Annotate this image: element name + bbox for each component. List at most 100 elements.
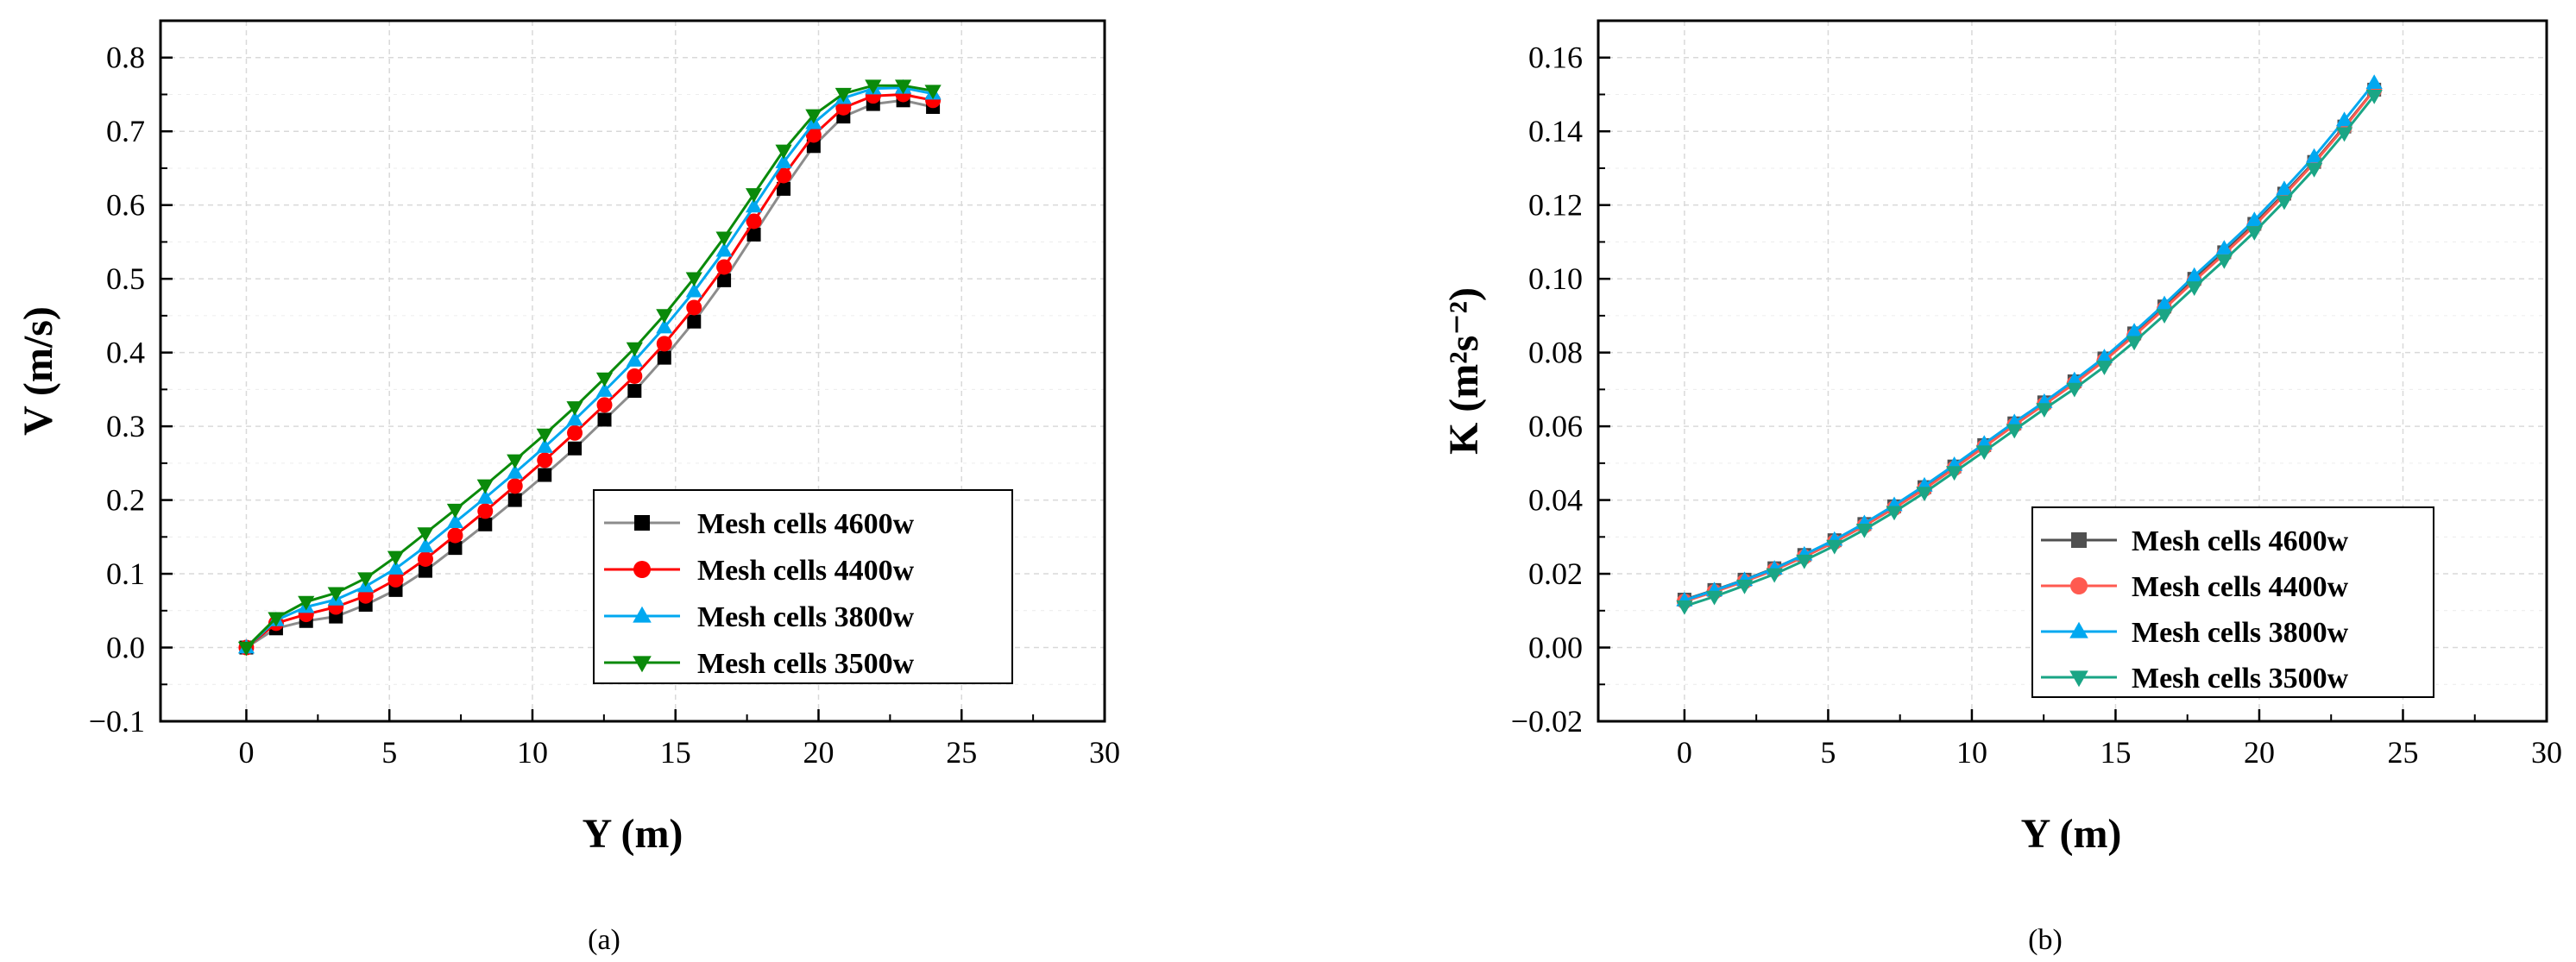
data-point: [746, 213, 762, 229]
data-point: [775, 154, 792, 168]
y-axis-label-a: V (m/s): [16, 306, 61, 436]
data-point: [447, 527, 463, 544]
x-tick-label: 20: [2244, 735, 2275, 770]
x-tick-label: 25: [2387, 735, 2418, 770]
y-tick-label: −0.02: [1511, 704, 1583, 739]
data-point: [656, 309, 673, 324]
data-point: [685, 282, 702, 298]
data-point: [298, 595, 315, 611]
data-point: [686, 299, 702, 316]
data-point: [507, 478, 523, 494]
data-point: [2036, 403, 2053, 418]
data-point: [1766, 568, 1783, 583]
x-tick-label: 30: [1089, 735, 1120, 770]
data-point: [626, 342, 643, 357]
data-point: [446, 513, 464, 529]
y-tick-label: 0.02: [1528, 556, 1583, 591]
legend-marker: [633, 561, 651, 578]
data-point: [595, 382, 614, 397]
data-point: [597, 412, 612, 427]
data-point: [2156, 295, 2173, 311]
data-point: [418, 563, 432, 578]
data-point: [2215, 254, 2233, 269]
legend-marker: [2069, 621, 2088, 638]
data-point: [387, 550, 405, 566]
data-point: [2305, 148, 2323, 163]
data-point: [1975, 445, 1993, 461]
y-tick-label: 0.04: [1528, 483, 1583, 518]
legend-b: Mesh cells 4600w Mesh cells 4400w Mesh cel…: [2031, 506, 2434, 698]
data-point: [2066, 371, 2083, 387]
series-mesh-cells-3500w: [237, 79, 942, 657]
data-point: [417, 527, 434, 543]
y-tick-label: 0.1: [106, 556, 145, 591]
legend-label: Mesh cells 3800w: [2132, 617, 2349, 649]
data-point: [2156, 309, 2173, 324]
data-point: [568, 441, 583, 456]
legend-marker: [633, 606, 652, 623]
data-point: [777, 181, 791, 196]
y-tick-label: −0.1: [89, 704, 145, 739]
data-point: [2305, 163, 2323, 178]
legend-a: Mesh cells 4600w Mesh cells 4400w Mesh cel…: [593, 489, 1013, 684]
legend-label: Mesh cells 3500w: [2132, 663, 2349, 695]
y-tick-label: 0.16: [1528, 41, 1583, 75]
data-point: [596, 397, 613, 413]
x-tick-label: 20: [803, 735, 834, 770]
data-point: [538, 468, 552, 482]
y-tick-label: 0.08: [1528, 336, 1583, 370]
data-point: [478, 517, 493, 531]
x-axis-label-b: Y (m): [2021, 811, 2122, 857]
data-point: [687, 314, 702, 329]
data-point: [627, 384, 642, 399]
data-point: [715, 231, 733, 247]
data-point: [745, 198, 763, 213]
y-tick-label: 0.00: [1528, 631, 1583, 665]
x-tick-label: 15: [2100, 735, 2131, 770]
data-point: [446, 503, 464, 519]
legend-marker: [633, 656, 652, 673]
data-point: [567, 424, 583, 441]
series-mesh-cells-3500w: [1676, 89, 2383, 615]
data-point: [2095, 349, 2113, 363]
data-point: [417, 538, 434, 553]
data-point: [477, 503, 494, 519]
data-point: [626, 352, 643, 367]
x-tick-label: 25: [946, 735, 977, 770]
y-tick-label: 0.6: [106, 188, 145, 223]
data-point: [895, 79, 912, 95]
y-tick-label: 0.3: [106, 409, 145, 443]
y-tick-label: 0.14: [1528, 114, 1583, 148]
data-point: [2126, 323, 2143, 338]
data-point: [387, 571, 404, 588]
data-point: [2365, 74, 2383, 90]
x-tick-label: 5: [1820, 735, 1836, 770]
series-group-b: [1676, 74, 2383, 615]
data-point: [357, 572, 375, 588]
data-point: [745, 188, 763, 203]
data-point: [865, 79, 882, 95]
x-tick-label: 0: [238, 735, 254, 770]
data-point: [716, 259, 733, 275]
data-point: [1705, 590, 1723, 606]
data-point: [1886, 506, 1903, 521]
data-point: [1735, 579, 1754, 594]
data-point: [1916, 487, 1933, 502]
data-point: [2215, 240, 2233, 255]
data-point: [717, 273, 732, 287]
data-point: [1855, 523, 1873, 538]
data-point: [327, 587, 344, 602]
data-point: [2006, 424, 2023, 439]
data-point: [1826, 539, 1843, 555]
data-point: [536, 428, 553, 443]
x-tick-label: 0: [1677, 735, 1692, 770]
x-tick-label: 30: [2531, 735, 2562, 770]
legend-label: Mesh cells 4400w: [2132, 571, 2349, 603]
data-point: [537, 452, 553, 468]
data-point: [476, 479, 494, 494]
y-tick-label: 0.0: [106, 631, 145, 665]
x-tick-label: 15: [660, 735, 691, 770]
data-point: [448, 541, 463, 556]
data-point: [685, 272, 702, 287]
y-tick-label: 0.8: [106, 41, 145, 75]
